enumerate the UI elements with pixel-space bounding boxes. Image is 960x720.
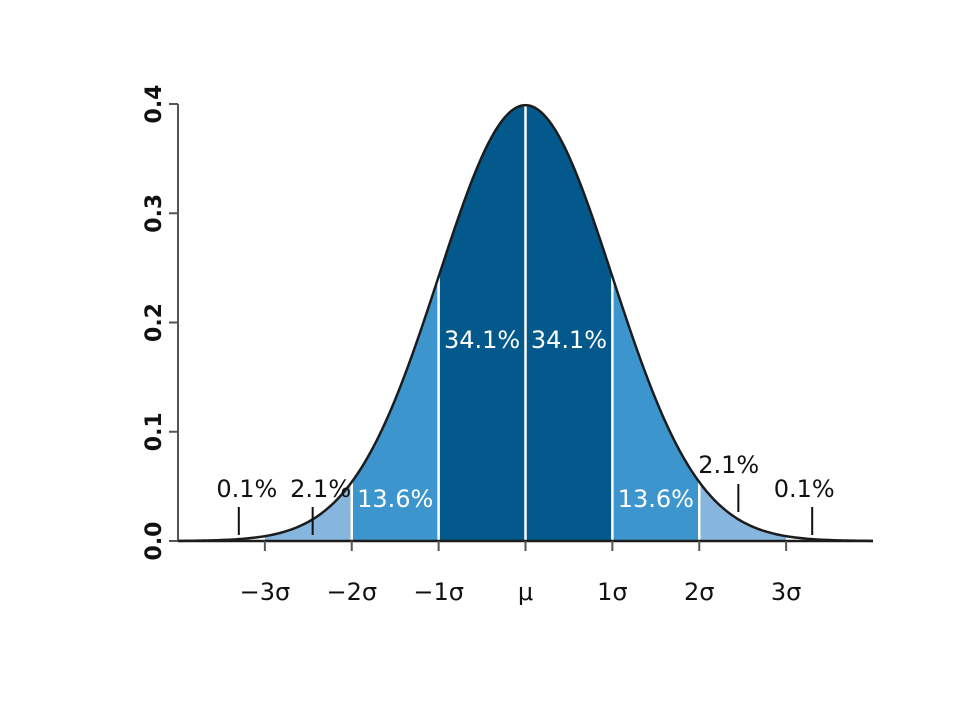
region-percent-label: 13.6% [357,485,433,513]
x-tick-label: 3σ [771,578,801,606]
region-percent-label: 0.1% [216,475,277,503]
region-percent-label: 2.1% [290,475,351,503]
x-tick-label: −1σ [413,578,464,606]
x-tick-label: −3σ [240,578,291,606]
region-area-3 [438,105,526,541]
region-area-1 [264,482,352,541]
percentage-labels: 0.1% 2.1% 13.6%34.1% 34.1%13.6%2.1%0.1% [216,326,835,535]
region-percent-label: 0.1% [774,475,835,503]
region-area-6 [699,482,787,541]
region-percent-label: 2.1% [698,451,759,479]
y-tick-label: 0.3 [142,194,167,233]
y-tick-label: 0.4 [142,85,167,124]
region-percent-label: 34.1% [444,326,520,354]
density-curve [177,103,874,543]
x-tick-label: 1σ [597,578,627,606]
x-tick-label: 2σ [684,578,714,606]
axes: 0.0 0.1 0.2 0.3 0.4 −3σ −2σ −1σ μ 1σ 2σ 3σ [142,85,873,606]
region-area-4 [525,105,613,541]
y-tick-label: 0.0 [142,522,167,561]
y-tick-label: 0.1 [142,412,167,451]
region-percent-label: 13.6% [618,485,694,513]
x-tick-label: −2σ [326,578,377,606]
x-tick-label: μ [518,578,533,606]
region-percent-label: 34.1% [531,326,607,354]
y-tick-label: 0.2 [142,303,167,342]
sigma-divider-lines [350,105,701,541]
